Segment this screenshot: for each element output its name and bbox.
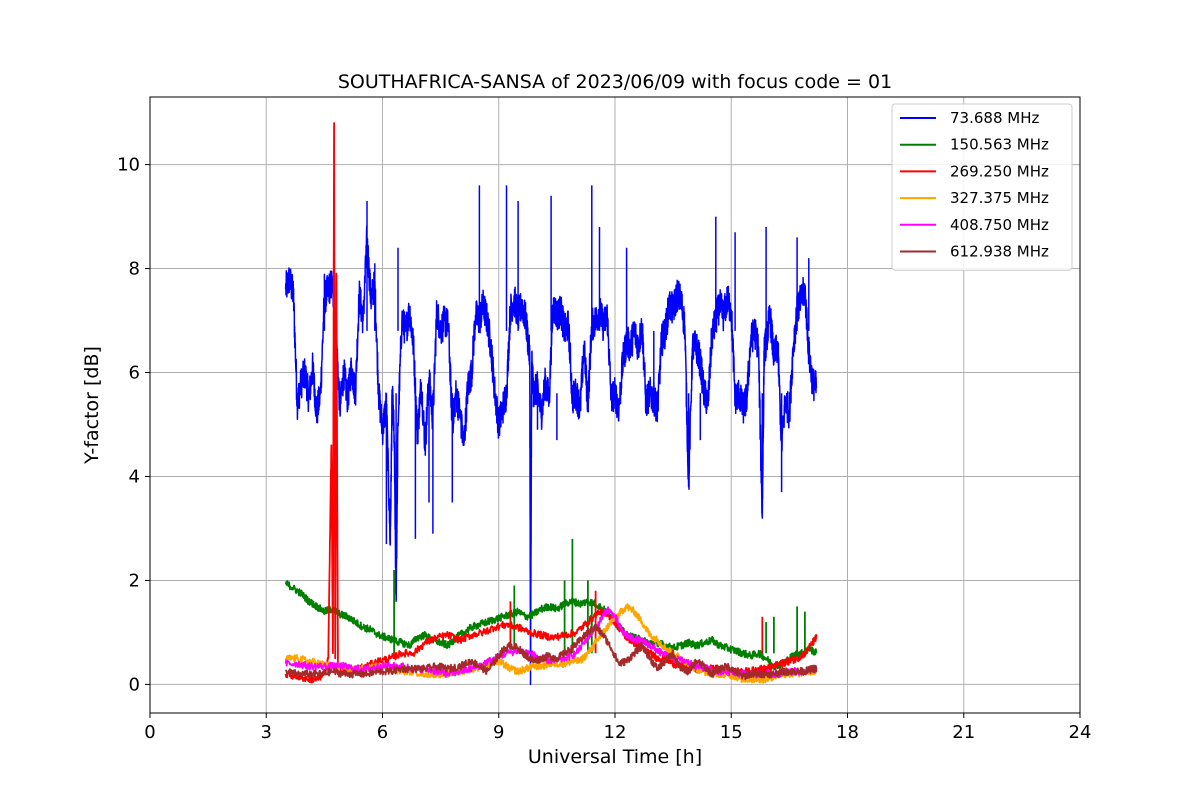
y-tick-label: 0 xyxy=(129,674,140,695)
series-line-327-375-mhz xyxy=(284,603,818,684)
x-tick-label: 21 xyxy=(952,722,975,743)
legend-box xyxy=(891,103,1073,271)
y-tick-label: 8 xyxy=(129,259,140,280)
x-axis-label: Universal Time [h] xyxy=(528,746,702,768)
x-tick-label: 12 xyxy=(604,722,627,743)
x-tick-label: 15 xyxy=(720,722,743,743)
x-tick-label: 0 xyxy=(144,722,155,743)
series-line-73-688-mhz xyxy=(284,185,818,686)
x-tick-label: 24 xyxy=(1069,722,1092,743)
legend-entry-label: 612.938 MHz xyxy=(950,243,1049,261)
chart-title: SOUTHAFRICA-SANSA of 2023/06/09 with foc… xyxy=(338,71,892,93)
series-line-612-938-mhz xyxy=(284,624,818,681)
legend-entry-label: 150.563 MHz xyxy=(950,136,1049,154)
y-tick-label: 4 xyxy=(129,466,140,487)
series-group xyxy=(284,122,818,686)
x-tick-label: 9 xyxy=(493,722,504,743)
y-tick-label: 2 xyxy=(129,570,140,591)
x-tick-label: 3 xyxy=(261,722,272,743)
y-tick-label: 6 xyxy=(129,363,140,384)
legend-entry-label: 73.688 MHz xyxy=(950,109,1039,127)
y-tick-label: 10 xyxy=(117,155,140,176)
legend: 73.688 MHz 150.563 MHz 269.250 MHz 327.375 … xyxy=(891,103,1073,271)
x-tick-label: 6 xyxy=(377,722,388,743)
legend-entry-label: 408.750 MHz xyxy=(950,216,1049,234)
y-axis-label: Y-factor [dB] xyxy=(81,346,103,465)
legend-entry-label: 269.250 MHz xyxy=(950,162,1049,180)
x-tick-label: 18 xyxy=(836,722,859,743)
series-line-269-250-mhz xyxy=(284,122,818,684)
legend-entry-label: 327.375 MHz xyxy=(950,189,1049,207)
